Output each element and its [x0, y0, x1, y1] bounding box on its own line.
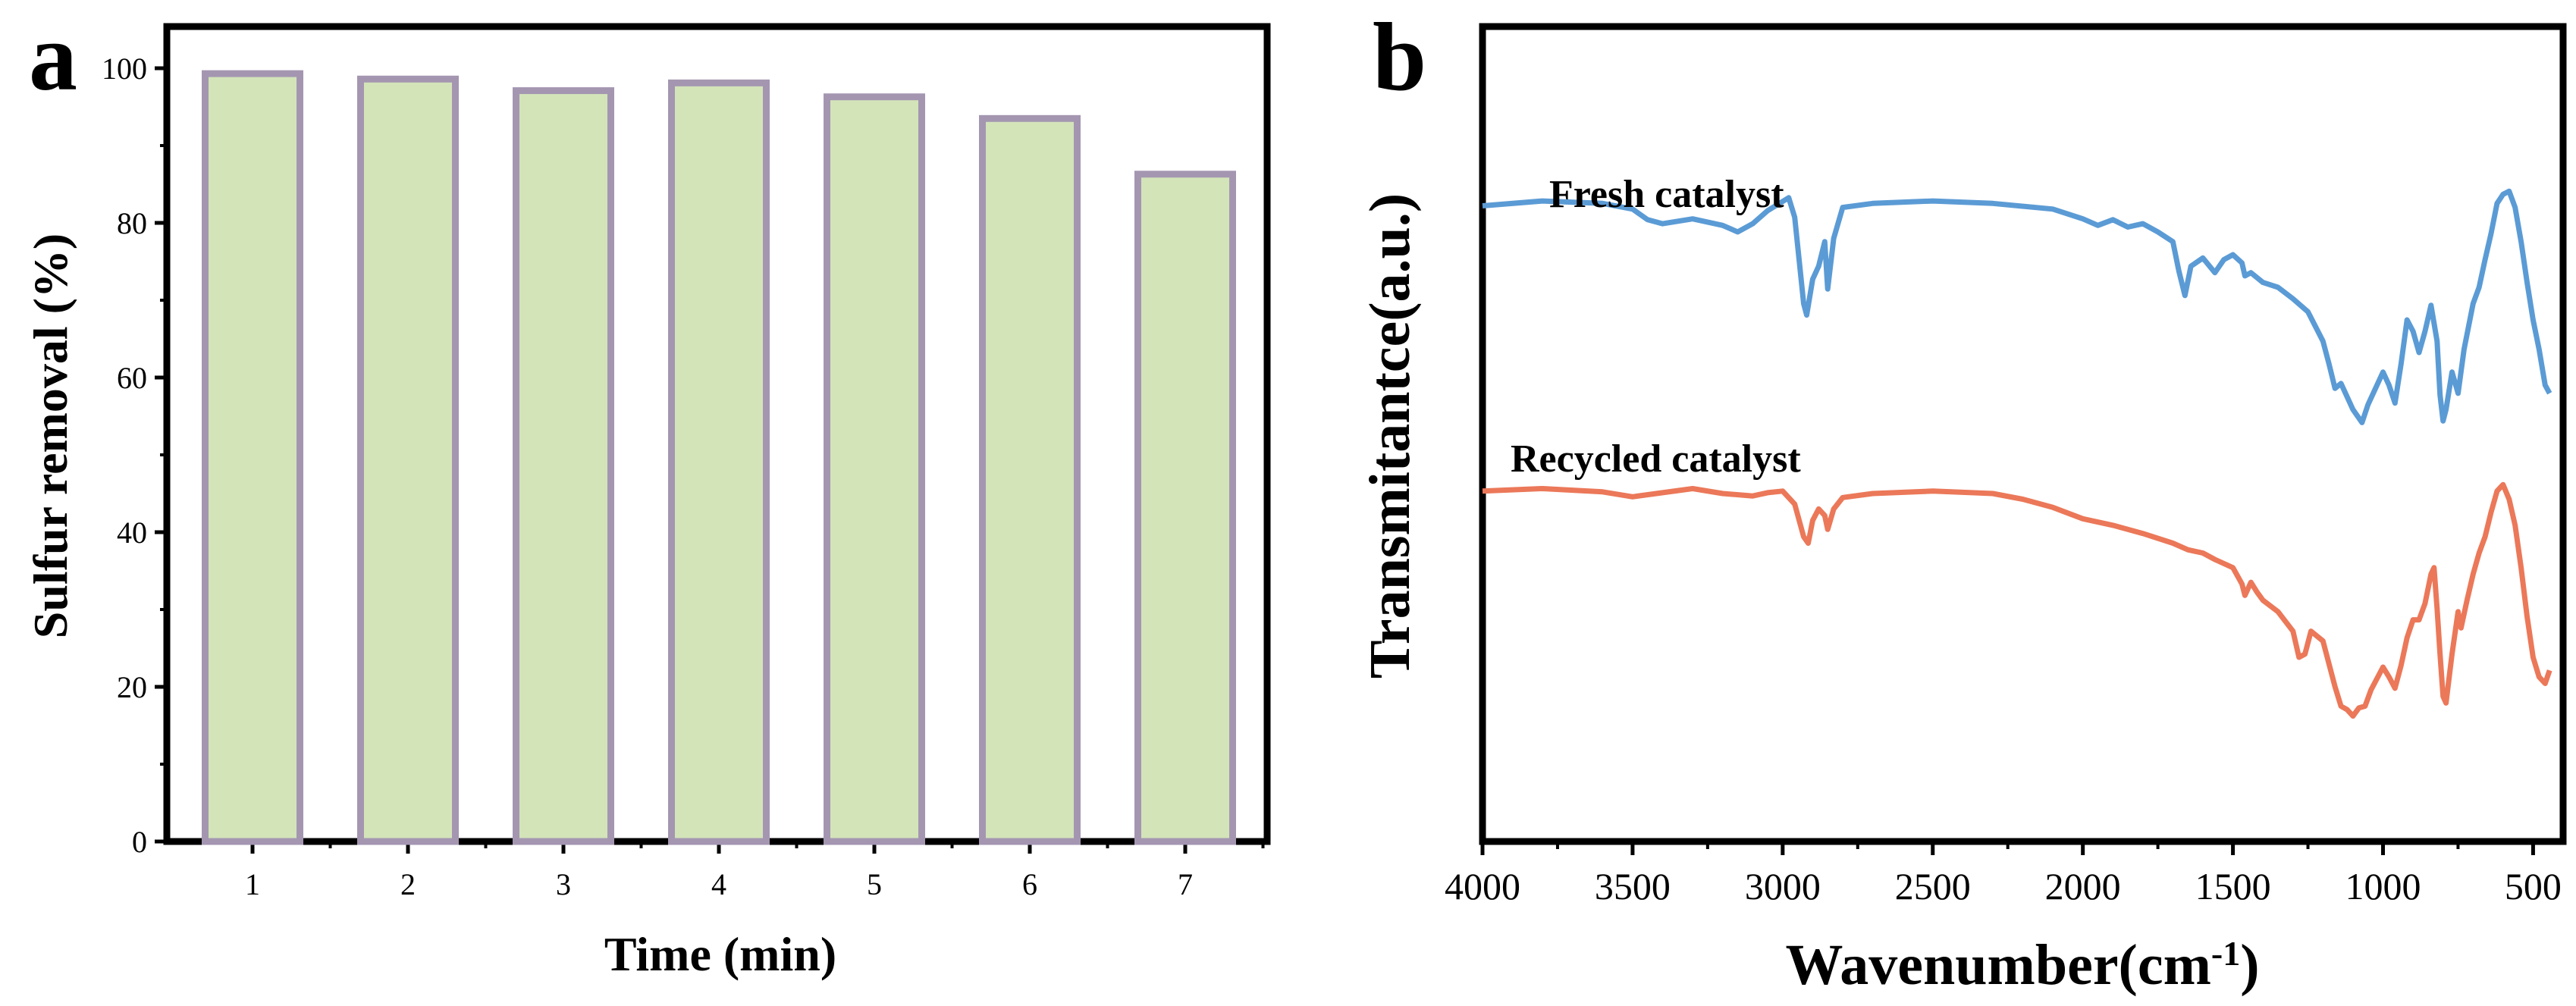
y-tick-label: 40	[117, 516, 147, 550]
x-tick-label: 3500	[1595, 865, 1671, 907]
x-tick-label: 1000	[2345, 865, 2421, 907]
x-tick-label: 4	[711, 867, 726, 901]
y-tick-label: 20	[117, 670, 147, 704]
bar-4	[668, 79, 770, 845]
x-tick-label: 500	[2505, 865, 2562, 907]
x-tick-label: 2500	[1895, 865, 1971, 907]
x-tick-label: 3000	[1745, 865, 1821, 907]
bar-1	[202, 70, 303, 845]
panel-b-frame	[1479, 23, 2567, 845]
panel-a-x-axis-title: Time (min)	[604, 927, 836, 981]
y-tick-label: 80	[117, 206, 147, 240]
x-tick-label: 1	[245, 867, 260, 901]
panel-b-x-ticks: 4000 3500 3000 2500 2000 1500 1000 500	[1445, 841, 2562, 907]
panel-a-bars	[202, 70, 1236, 845]
y-tick-label: 100	[102, 52, 147, 86]
y-tick-label: 0	[132, 825, 147, 859]
x-tick-label: 1500	[2195, 865, 2271, 907]
panel-b-letter: b	[1373, 3, 1426, 111]
panel-a-x-ticks: 1 2 3 4 5 6 7	[245, 841, 1265, 901]
fresh-catalyst-label: Fresh catalyst	[1549, 173, 1784, 216]
series-line-recycled	[1482, 481, 2552, 719]
panel-b-y-axis-title: Transmitantce(a.u.)	[1358, 193, 1422, 679]
x-tick-label: 2	[400, 867, 416, 901]
panel-a: a 0 20 40 60 80 100 1 2 3 4 5 6 7 Time (min) Sulfur…	[24, 3, 1271, 981]
bar-3	[513, 87, 614, 845]
panel-b-x-axis-title: Wavenumber(cm-1)	[1785, 933, 2259, 997]
y-tick-label: 60	[117, 361, 147, 395]
x-axis-title-close: )	[2240, 933, 2259, 997]
bar-2	[357, 75, 459, 845]
panel-b-lines	[1482, 188, 2552, 719]
x-tick-label: 4000	[1445, 865, 1520, 907]
x-axis-title-superscript: -1	[2211, 934, 2240, 973]
x-axis-title-main: Wavenumber(cm	[1785, 933, 2210, 997]
panel-a-letter: a	[29, 3, 77, 111]
bar-5	[824, 93, 925, 845]
series-line-fresh	[1482, 188, 2552, 425]
x-tick-label: 2000	[2045, 865, 2121, 907]
x-tick-label: 5	[867, 867, 882, 901]
panel-b: b 4000 3500 3000 2500 2000 1500 1000 500 Fresh …	[1358, 3, 2567, 997]
panel-a-y-axis-title: Sulfur removal (%)	[24, 233, 77, 639]
bar-6	[979, 114, 1081, 845]
x-tick-label: 7	[1178, 867, 1193, 901]
panel-a-y-ticks: 0 20 40 60 80 100	[102, 52, 167, 859]
recycled-catalyst-label: Recycled catalyst	[1511, 437, 1801, 481]
bar-7	[1134, 171, 1236, 845]
x-tick-label: 3	[556, 867, 571, 901]
x-tick-label: 6	[1022, 867, 1037, 901]
